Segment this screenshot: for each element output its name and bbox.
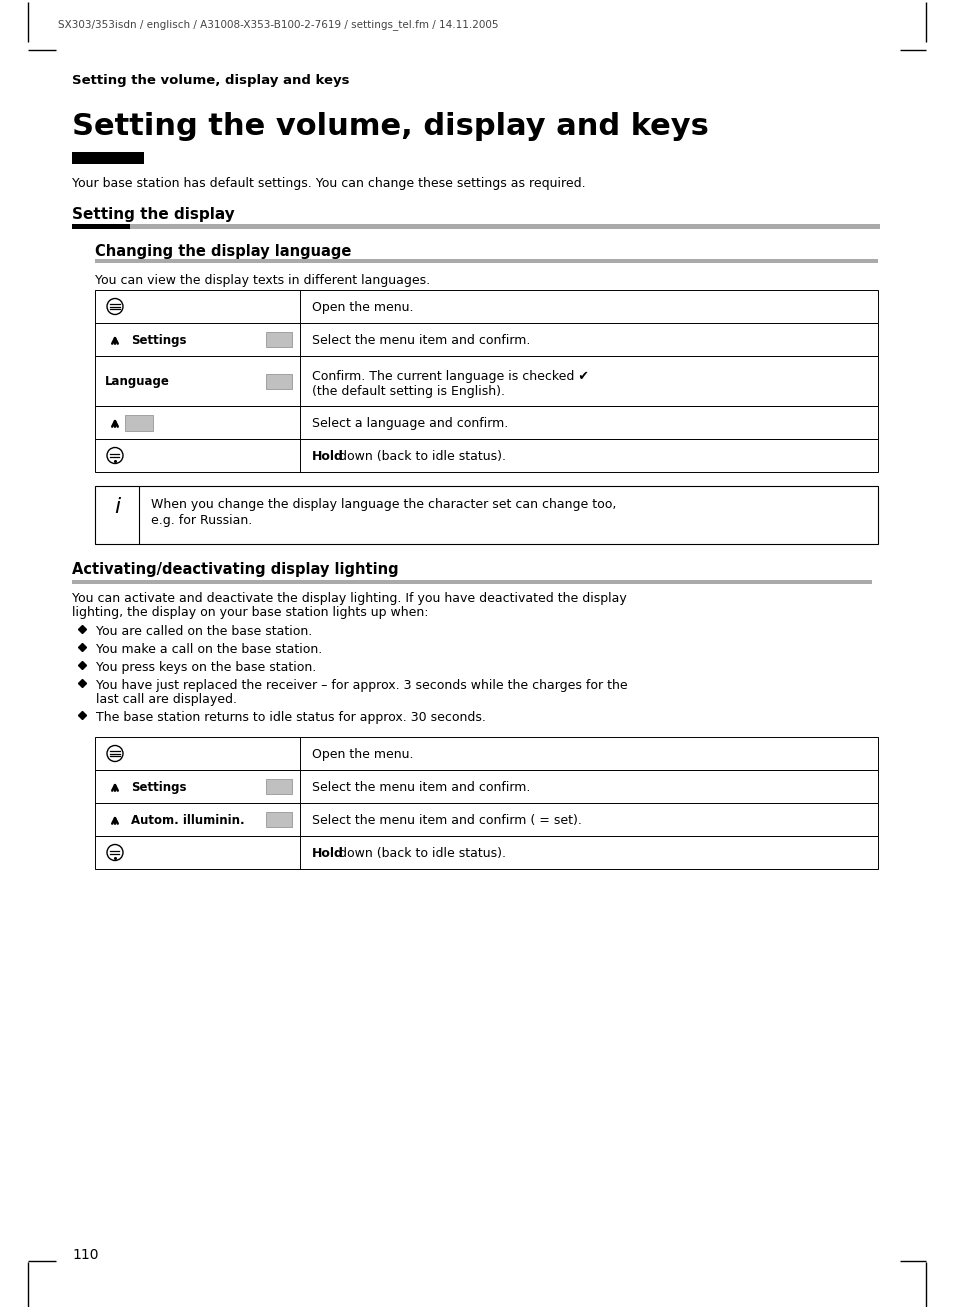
Text: Hold: Hold (312, 847, 343, 860)
Text: Select the menu item and confirm.: Select the menu item and confirm. (312, 335, 530, 346)
Text: Confirm. The current language is checked ✔: Confirm. The current language is checked… (312, 370, 588, 383)
Bar (95, 770, 877, 802)
Bar (95, 802, 877, 836)
Text: Language: Language (105, 375, 170, 388)
Bar (266, 374, 292, 388)
Text: (the default setting is English).: (the default setting is English). (312, 386, 504, 399)
Bar (95, 737, 877, 770)
Text: Hold: Hold (312, 450, 343, 463)
Bar (71, 152, 144, 163)
Text: Settings: Settings (131, 335, 186, 346)
Text: You are called on the base station.: You are called on the base station. (96, 625, 312, 638)
Text: Settings: Settings (131, 782, 186, 793)
Text: You make a call on the base station.: You make a call on the base station. (96, 643, 322, 656)
Text: 110: 110 (71, 1248, 98, 1263)
Text: Changing the display language: Changing the display language (95, 244, 351, 259)
Text: Setting the display: Setting the display (71, 207, 234, 222)
Bar (95, 486, 877, 544)
Text: down (back to idle status).: down (back to idle status). (335, 450, 506, 463)
Text: i: i (113, 497, 120, 518)
Bar (71, 223, 130, 229)
Text: You can view the display texts in different languages.: You can view the display texts in differ… (95, 274, 430, 288)
Bar (71, 580, 871, 584)
Text: down (back to idle status).: down (back to idle status). (335, 847, 506, 860)
Text: Select the menu item and confirm ( = set).: Select the menu item and confirm ( = set… (312, 814, 581, 827)
Text: SX303/353isdn / englisch / A31008-X353-B100-2-7619 / settings_tel.fm / 14.11.200: SX303/353isdn / englisch / A31008-X353-B… (58, 20, 498, 30)
Text: You press keys on the base station.: You press keys on the base station. (96, 661, 315, 674)
Text: Setting the volume, display and keys: Setting the volume, display and keys (71, 112, 708, 141)
Text: OK: OK (271, 333, 287, 344)
Bar (266, 332, 292, 346)
Text: e.g. for Russian.: e.g. for Russian. (151, 514, 252, 527)
Bar (266, 779, 292, 793)
Text: Open the menu.: Open the menu. (312, 748, 413, 761)
Bar (95, 439, 877, 472)
Text: lighting, the display on your base station lights up when:: lighting, the display on your base stati… (71, 606, 428, 620)
Text: You can activate and deactivate the display lighting. If you have deactivated th: You can activate and deactivate the disp… (71, 592, 626, 605)
Text: Setting the volume, display and keys: Setting the volume, display and keys (71, 74, 349, 88)
Bar (95, 356, 877, 406)
Text: The base station returns to idle status for approx. 30 seconds.: The base station returns to idle status … (96, 711, 485, 724)
Bar (95, 836, 877, 869)
Text: Select the menu item and confirm.: Select the menu item and confirm. (312, 782, 530, 793)
Text: Your base station has default settings. You can change these settings as require: Your base station has default settings. … (71, 176, 585, 190)
Text: OK: OK (271, 375, 287, 386)
Text: OK: OK (130, 416, 148, 426)
Text: Open the menu.: Open the menu. (312, 301, 413, 314)
Bar (95, 259, 877, 263)
Bar (95, 406, 877, 439)
Bar (125, 414, 152, 430)
Bar (266, 812, 292, 827)
Text: Autom. illuminin.: Autom. illuminin. (131, 814, 244, 827)
Text: When you change the display language the character set can change too,: When you change the display language the… (151, 498, 616, 511)
Bar (130, 223, 879, 229)
Bar (95, 323, 877, 356)
Text: OK: OK (271, 813, 287, 823)
Text: last call are displayed.: last call are displayed. (96, 693, 236, 706)
Text: OK: OK (271, 780, 287, 791)
Text: Select a language and confirm.: Select a language and confirm. (312, 417, 508, 430)
Bar (95, 290, 877, 323)
Text: Activating/deactivating display lighting: Activating/deactivating display lighting (71, 562, 398, 576)
Text: You have just replaced the receiver – for approx. 3 seconds while the charges fo: You have just replaced the receiver – fo… (96, 680, 627, 691)
